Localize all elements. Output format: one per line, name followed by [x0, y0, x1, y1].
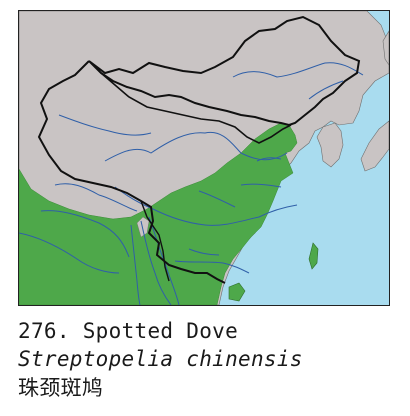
china-west-border [37, 60, 226, 284]
mongolia-border [100, 72, 292, 144]
north-river [256, 157, 282, 162]
country-border [88, 15, 361, 127]
range-map-svg [19, 11, 389, 305]
xijiang-branch [188, 248, 220, 256]
species-range [19, 122, 298, 305]
japan-islands [360, 120, 389, 172]
brahmaputra-river [40, 210, 130, 258]
yangtze-river [114, 186, 298, 226]
tarim-river [58, 114, 152, 136]
ganges-river [19, 232, 120, 274]
south-border [140, 200, 170, 282]
huai-river [240, 183, 282, 188]
species-number: 276. [18, 319, 70, 343]
range-map [18, 10, 390, 306]
mekong-river [140, 220, 172, 305]
amur-river [232, 62, 364, 78]
sakhalin-island [382, 30, 389, 66]
upper-river-1 [54, 183, 138, 212]
han-river [198, 190, 236, 208]
species-latin-name: Streptopelia chinensis [18, 347, 303, 371]
yellow-river [104, 131, 288, 162]
korea-peninsula [316, 122, 344, 168]
pearl-river [174, 260, 250, 274]
species-english-name: Spotted Dove [82, 319, 239, 343]
species-caption: 276. Spotted Dove [18, 318, 238, 344]
range-gap [136, 216, 150, 238]
species-chinese-name: 珠颈斑鸠 [18, 376, 104, 400]
salween-river [130, 224, 141, 305]
rivers [19, 62, 364, 305]
songhua-river [308, 80, 344, 100]
hainan-island [228, 282, 246, 302]
taiwan-island [308, 242, 319, 270]
